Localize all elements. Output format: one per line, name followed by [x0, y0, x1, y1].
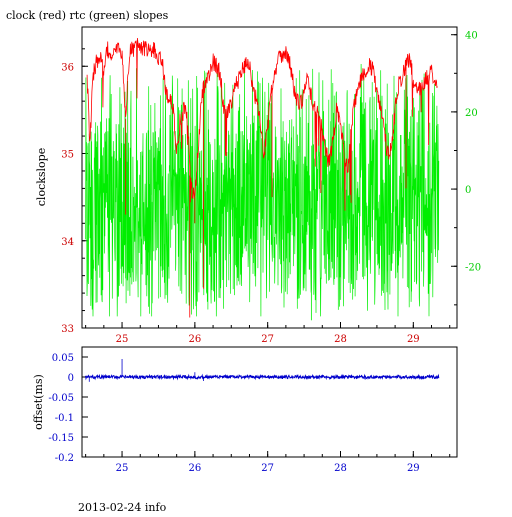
bottom-x-tick-label: 27	[261, 463, 274, 474]
bottom-y-axis-label: offset(ms)	[32, 374, 45, 430]
top-y-tick-label: 33	[61, 324, 74, 335]
bottom-plot-frame	[81, 346, 458, 458]
caption: 2013-02-24 info	[78, 501, 167, 512]
top-chart-marks: 25 26 27 28 29 33 34 35 36 -20 0 20 40	[61, 31, 481, 345]
top-x-tick-label: 26	[188, 334, 201, 345]
bottom-y-tick-label: -0.05	[48, 393, 74, 404]
bottom-x-tick-label: 28	[334, 463, 347, 474]
top-y2-tick-label: 20	[465, 108, 478, 119]
top-chart-title: clock (red) rtc (green) slopes	[6, 9, 169, 22]
top-y2-tick-label: -20	[465, 262, 481, 273]
offset-series-line	[85, 373, 440, 381]
bottom-y-tick-label: -0.15	[48, 433, 74, 444]
clock-series-line	[86, 37, 438, 211]
bottom-x-tick-label: 25	[116, 463, 129, 474]
top-y-tick-label: 36	[61, 62, 74, 73]
top-y-tick-label: 35	[61, 150, 74, 161]
bottom-y-tick-label: -0.1	[55, 413, 74, 424]
top-y-axis-label: clockslope	[35, 148, 48, 206]
top-x-tick-label: 25	[116, 334, 129, 345]
bottom-y-tick-label: -0.2	[55, 453, 74, 464]
bottom-x-tick-label: 29	[407, 463, 420, 474]
top-plot-frame	[81, 26, 458, 329]
top-x-tick-label: 27	[261, 334, 274, 345]
top-x-tick-label: 28	[334, 334, 347, 345]
bottom-y-tick-label: 0	[68, 373, 74, 384]
bottom-y-tick-label: 0.05	[52, 353, 74, 364]
top-y2-tick-label: 40	[465, 31, 478, 42]
rtc-series-line	[85, 63, 440, 317]
top-y-tick-label: 34	[61, 237, 74, 248]
bottom-x-tick-label: 26	[188, 463, 201, 474]
top-y2-tick-label: 0	[465, 185, 471, 196]
bottom-chart-marks: 25 26 27 28 29 0.05 0 -0.05 -0.1 -0.15 -0.2	[48, 353, 451, 474]
top-x-tick-label: 29	[407, 334, 420, 345]
